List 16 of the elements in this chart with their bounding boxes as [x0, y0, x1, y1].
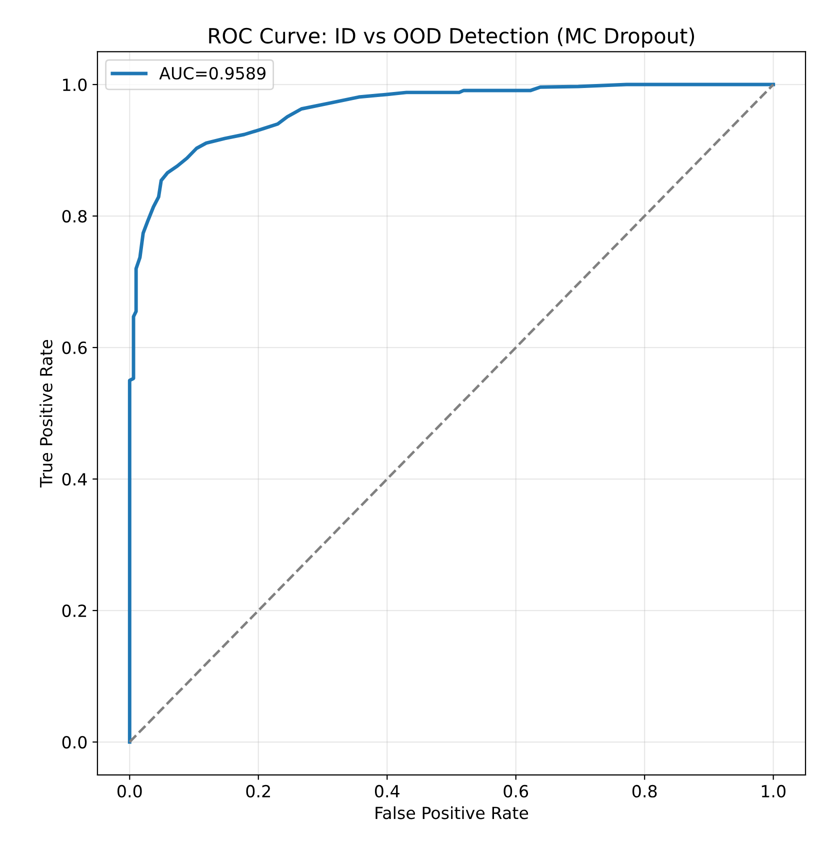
y-tick-label: 0.4: [62, 472, 87, 486]
y-tick-label: 1.0: [63, 78, 87, 92]
chart-title: ROC Curve: ID vs OOD Detection (MC Dropout): [209, 27, 694, 48]
x-tick-label: 1.0: [762, 784, 786, 798]
x-tick-label: 0.4: [374, 784, 400, 798]
x-tick-label: 0.0: [117, 784, 142, 798]
legend-label: AUC=0.9589: [159, 66, 266, 80]
y-tick-label: 0.0: [62, 736, 87, 749]
y-tick-label: 0.8: [62, 210, 87, 223]
x-tick-label: 0.6: [504, 784, 528, 798]
x-tick-label: 0.8: [632, 784, 657, 798]
x-axis-title: False Positive Rate: [376, 806, 528, 820]
y-tick-label: 0.2: [62, 604, 86, 618]
x-tick-label: 0.2: [246, 784, 270, 798]
y-tick-label: 0.6: [62, 341, 87, 354]
y-axis-title: True Positive Rate: [40, 340, 52, 488]
